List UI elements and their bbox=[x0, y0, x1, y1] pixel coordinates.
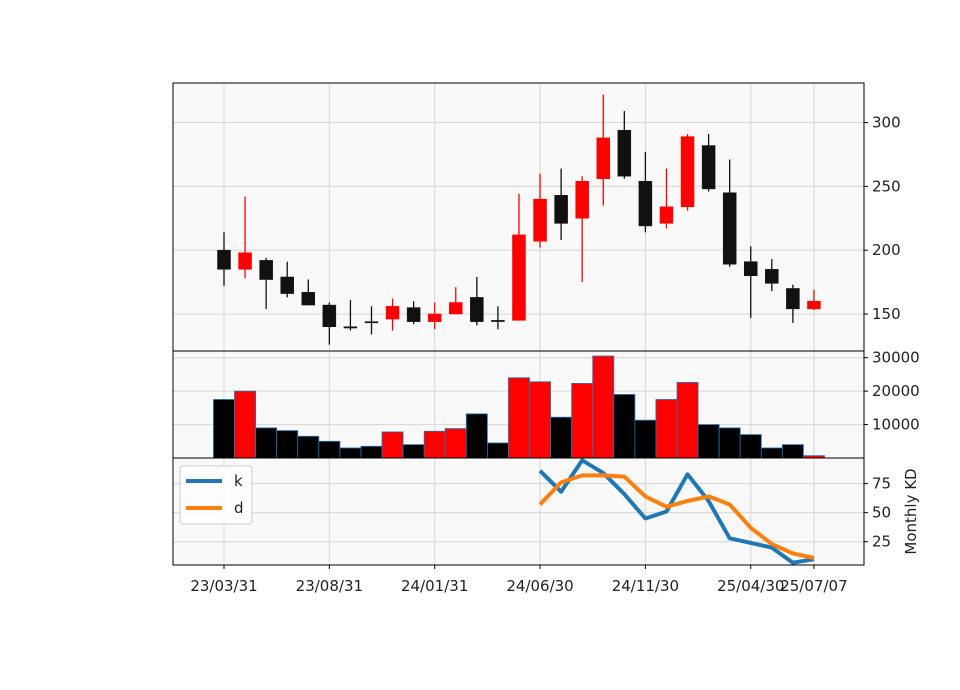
volume-bar bbox=[550, 416, 573, 459]
x-tick-label: 25/04/30 bbox=[717, 577, 784, 595]
volume-bar bbox=[571, 383, 594, 459]
candle-body bbox=[744, 261, 758, 276]
price-tick-label: 250 bbox=[872, 177, 901, 195]
x-tick-label: 23/03/31 bbox=[190, 577, 257, 595]
panel-frame-3 bbox=[172, 457, 865, 566]
candle-body bbox=[385, 306, 400, 320]
x-tick-label: 24/11/30 bbox=[612, 577, 679, 595]
volume-bar bbox=[781, 444, 804, 459]
axis-ticks: 150 200 250 300 10000 20000 30000 25 50 75 23/03/3… bbox=[190, 114, 919, 595]
volume-bar bbox=[339, 447, 362, 459]
x-tick-label: 24/01/31 bbox=[401, 577, 468, 595]
volume-bar bbox=[444, 428, 467, 459]
candle-body bbox=[680, 136, 695, 208]
price-tick-label: 150 bbox=[872, 305, 901, 323]
x-tick-label: 23/08/31 bbox=[296, 577, 363, 595]
volume-bar bbox=[255, 427, 278, 459]
candle-body bbox=[343, 326, 358, 329]
volume-bar bbox=[360, 445, 383, 459]
volume-bar bbox=[486, 442, 509, 459]
volume-bar bbox=[465, 413, 488, 459]
candle-body bbox=[301, 292, 316, 306]
candle-body bbox=[701, 145, 716, 190]
volume-bars bbox=[213, 355, 825, 459]
x-tick-label: 24/06/30 bbox=[506, 577, 573, 595]
volume-bar bbox=[655, 399, 678, 459]
volume-bar bbox=[402, 444, 425, 459]
panel-background-3 bbox=[173, 458, 864, 565]
volume-bar bbox=[381, 431, 404, 459]
candle-body bbox=[259, 260, 273, 280]
volume-bar bbox=[213, 399, 235, 459]
kd-tick-label: 25 bbox=[872, 533, 891, 551]
volume-bar bbox=[276, 430, 299, 459]
volume-tick-label: 30000 bbox=[872, 349, 920, 367]
candle-body bbox=[554, 195, 568, 224]
volume-bar bbox=[760, 447, 783, 459]
candle-body bbox=[575, 181, 589, 219]
candle-body bbox=[617, 129, 632, 177]
candle-body bbox=[238, 252, 252, 270]
volume-bar bbox=[718, 427, 741, 459]
candle-body bbox=[807, 300, 821, 310]
x-tick-label: 25/07/07 bbox=[780, 577, 847, 595]
volume-bar bbox=[697, 424, 720, 459]
kd-tick-label: 50 bbox=[872, 504, 891, 522]
candle-body bbox=[722, 192, 737, 265]
kd-lines bbox=[538, 458, 815, 565]
candle-body bbox=[427, 313, 442, 322]
panel-frames bbox=[172, 82, 865, 566]
volume-bar bbox=[634, 419, 657, 459]
volume-bar bbox=[318, 440, 341, 459]
kd-tick-label: 75 bbox=[872, 475, 891, 493]
volume-bar bbox=[676, 382, 699, 459]
candle-body bbox=[470, 297, 484, 322]
kd-line-k bbox=[538, 458, 815, 565]
volume-bar bbox=[529, 381, 551, 459]
candle-body bbox=[596, 137, 611, 179]
volume-bar bbox=[739, 434, 762, 459]
candle-body bbox=[491, 320, 505, 322]
candle-body bbox=[217, 249, 231, 270]
volume-bar bbox=[508, 377, 530, 459]
candle-body bbox=[659, 206, 674, 224]
panel-backgrounds bbox=[173, 83, 864, 565]
candle-body bbox=[765, 269, 779, 284]
candle-body bbox=[786, 288, 800, 310]
volume-bar bbox=[234, 390, 257, 459]
kd-line-d bbox=[538, 473, 815, 560]
candle-body bbox=[364, 321, 379, 324]
kd-axis-label-group: Monthly KD bbox=[902, 468, 920, 554]
volume-bar bbox=[592, 355, 615, 459]
price-tick-label: 200 bbox=[872, 241, 901, 259]
candle-body bbox=[449, 302, 463, 315]
volume-tick-label: 10000 bbox=[872, 416, 920, 434]
kd-legend: kd bbox=[179, 465, 253, 525]
candle-body bbox=[406, 307, 421, 322]
volume-bar bbox=[297, 435, 320, 459]
candle-body bbox=[512, 234, 526, 321]
volume-bar bbox=[613, 394, 636, 459]
volume-tick-label: 20000 bbox=[872, 382, 920, 400]
candle-body bbox=[322, 304, 337, 328]
kd-axis-label: Monthly KD bbox=[902, 468, 920, 554]
price-tick-label: 300 bbox=[872, 114, 901, 132]
candle-body bbox=[280, 276, 294, 294]
candlestick-series bbox=[217, 94, 821, 345]
candle-body bbox=[638, 181, 653, 227]
volume-bar bbox=[423, 430, 446, 459]
candle-body bbox=[533, 198, 547, 242]
legend-label-k: k bbox=[234, 472, 243, 490]
legend-label-d: d bbox=[234, 499, 244, 517]
